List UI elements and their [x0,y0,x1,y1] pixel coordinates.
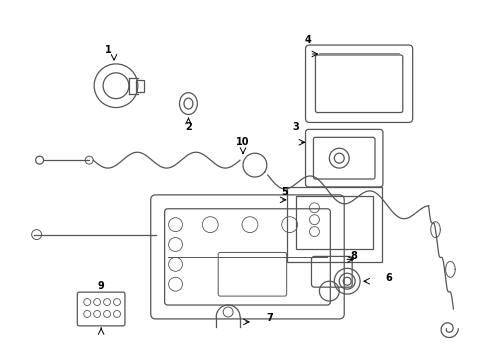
Bar [136,80,144,92]
Text: 7: 7 [267,313,273,323]
Text: 10: 10 [236,137,250,147]
Text: 9: 9 [98,281,104,291]
Text: 1: 1 [105,45,111,55]
Text: 4: 4 [304,35,311,45]
Text: 5: 5 [281,187,288,197]
Text: 2: 2 [185,122,192,132]
Text: 3: 3 [292,122,299,132]
Text: 8: 8 [351,251,358,261]
Text: 6: 6 [386,273,392,283]
